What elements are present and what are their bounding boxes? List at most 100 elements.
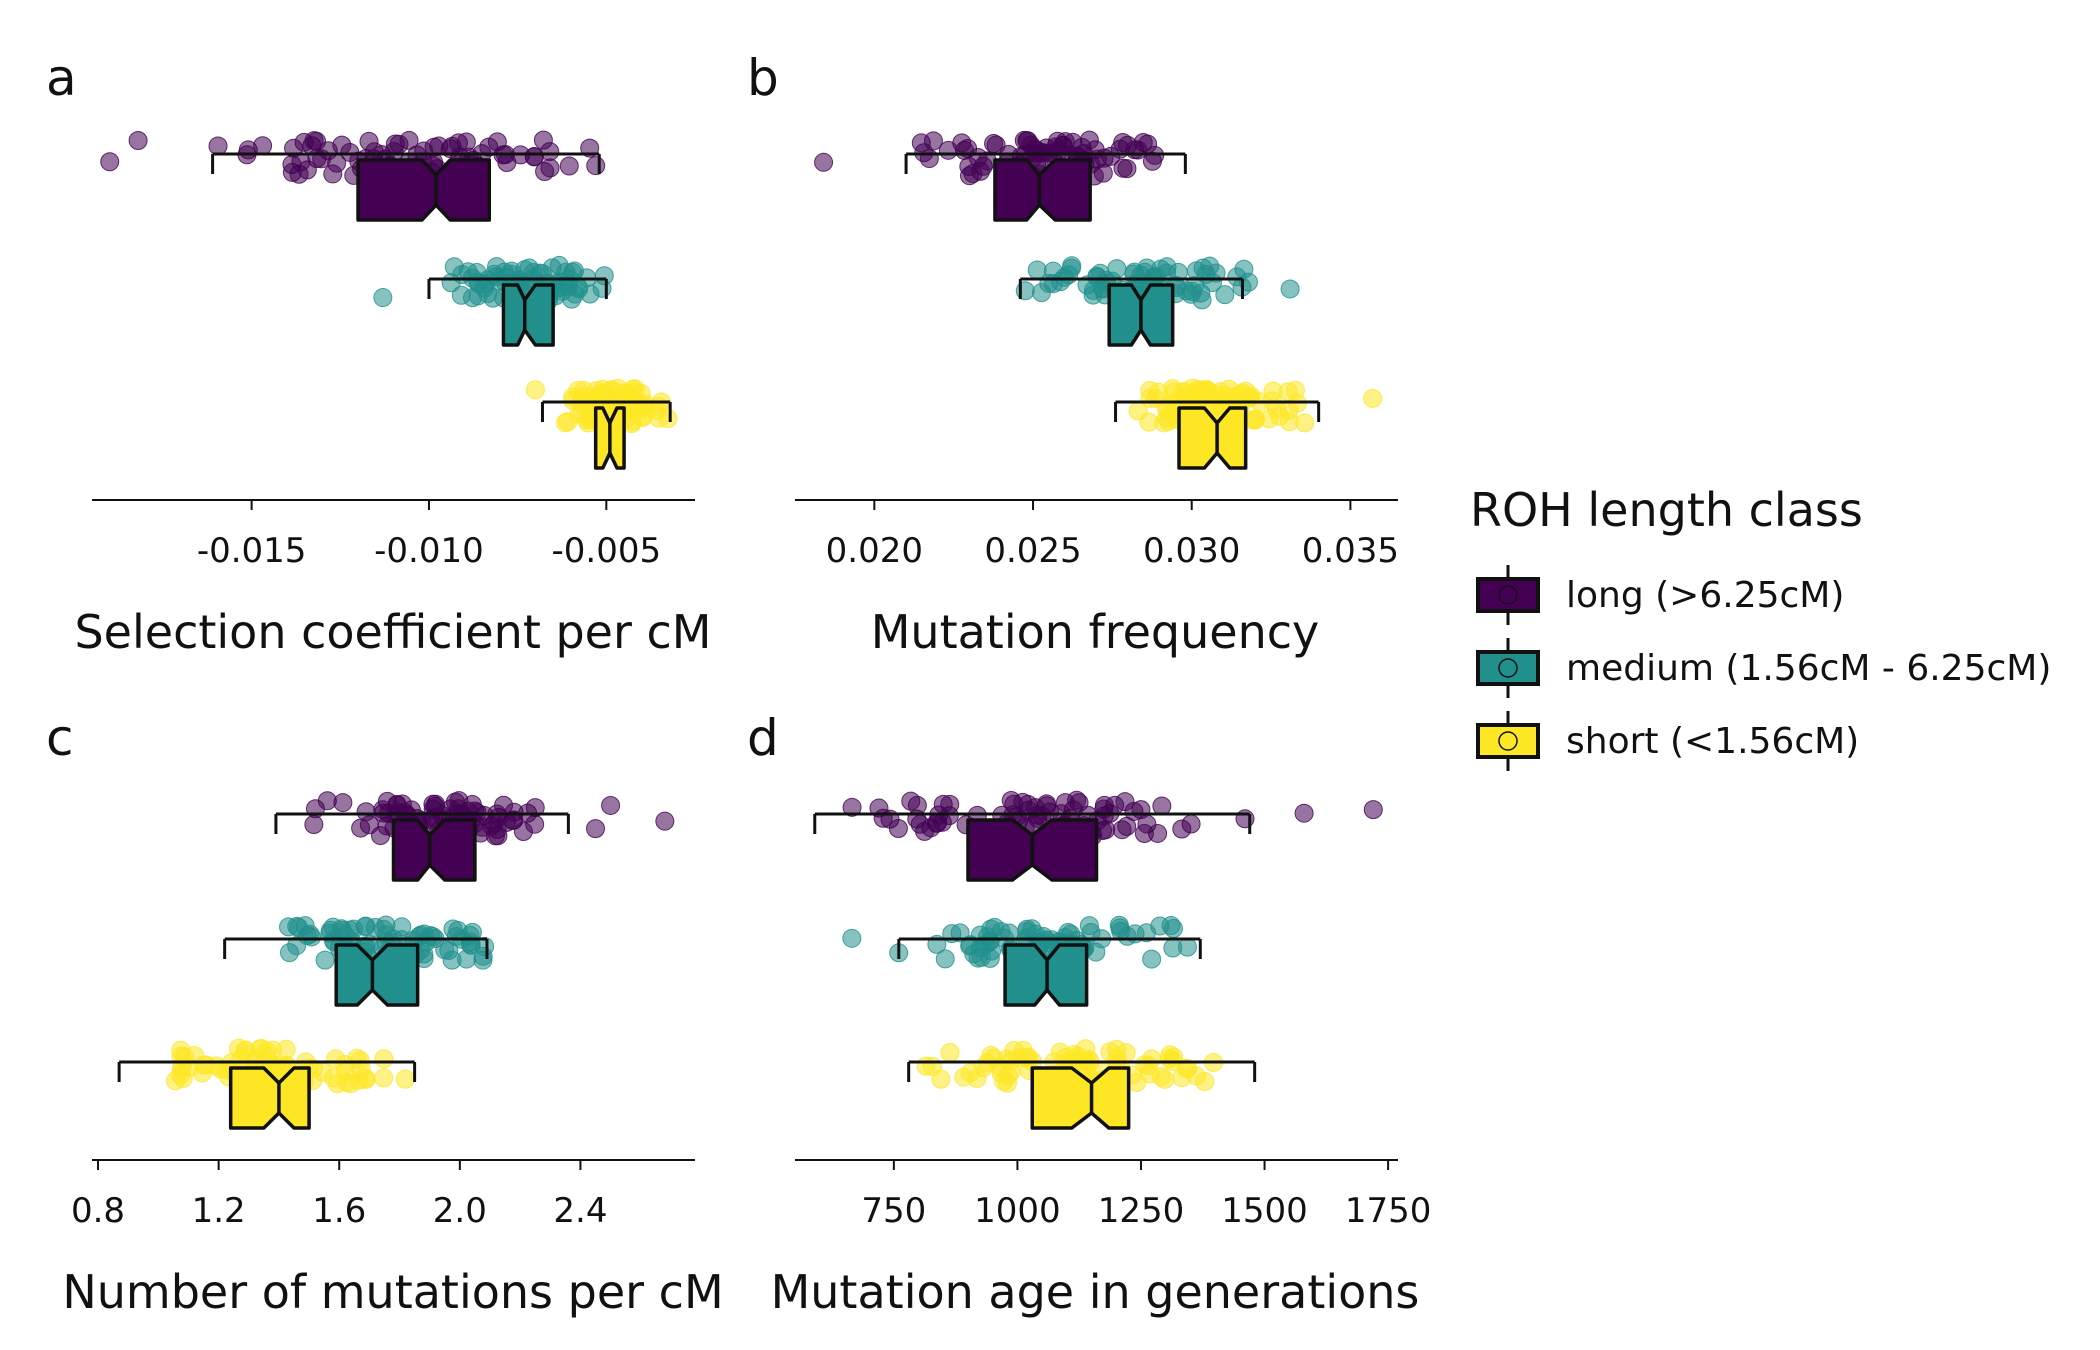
- data-point: [384, 142, 404, 162]
- data-point: [374, 1049, 394, 1069]
- data-point: [287, 916, 307, 936]
- x-tick-label: 0.8: [71, 1191, 125, 1231]
- data-point: [451, 285, 471, 305]
- box-short: [1177, 406, 1248, 470]
- box-short: [1030, 1066, 1131, 1130]
- data-point: [1062, 256, 1082, 276]
- data-point: [1163, 919, 1183, 939]
- data-point: [888, 819, 908, 839]
- data-point-outlier: [655, 811, 675, 831]
- data-point: [1101, 146, 1121, 166]
- data-point: [1195, 381, 1215, 401]
- data-point: [350, 1050, 370, 1070]
- data-point: [1050, 272, 1070, 292]
- data-point: [1116, 1043, 1136, 1063]
- data-point: [1056, 1047, 1076, 1067]
- jitter-points-long: [842, 790, 1383, 846]
- data-point: [540, 158, 560, 178]
- x-tick-label: 2.4: [553, 1191, 607, 1231]
- data-point: [340, 142, 360, 162]
- data-point: [933, 794, 953, 814]
- box-medium: [334, 943, 420, 1007]
- data-point-outlier: [1363, 388, 1383, 408]
- x-tick-label: 1500: [1221, 1191, 1308, 1231]
- data-point-outlier: [100, 152, 120, 172]
- data-point: [326, 1049, 346, 1069]
- x-tick-label: 750: [861, 1191, 926, 1231]
- x-tick-label: 1000: [974, 1191, 1061, 1231]
- data-point: [1137, 814, 1157, 834]
- data-point: [907, 795, 927, 815]
- data-point: [1124, 801, 1144, 821]
- data-point: [580, 284, 600, 304]
- data-point: [327, 1074, 347, 1094]
- data-point: [1083, 285, 1103, 305]
- data-point: [359, 815, 379, 835]
- data-point: [1079, 916, 1099, 936]
- data-point-outlier: [128, 130, 148, 150]
- data-point: [1235, 809, 1255, 829]
- data-point: [931, 1069, 951, 1089]
- x-tick-label: -0.015: [197, 531, 307, 571]
- data-point: [986, 135, 1006, 155]
- data-point: [279, 943, 299, 963]
- data-point: [1067, 790, 1087, 810]
- data-point: [633, 406, 653, 426]
- panel-b-letter: b: [747, 49, 779, 107]
- data-point: [1136, 923, 1156, 943]
- data-point-outlier: [814, 152, 834, 172]
- data-point: [304, 814, 324, 834]
- data-point: [307, 131, 327, 151]
- data-point: [842, 797, 862, 817]
- x-tick-label: 1250: [1098, 1191, 1185, 1231]
- data-point: [994, 1071, 1014, 1091]
- x-tick-label: 2.0: [433, 1191, 487, 1231]
- data-point: [439, 941, 459, 961]
- panel-c: c 0.8 1.2 1.6 2.0 2.4 Number of mutations pe…: [46, 709, 724, 1319]
- data-point: [1151, 1067, 1171, 1087]
- data-point: [478, 284, 498, 304]
- data-point: [1128, 401, 1148, 421]
- data-point: [935, 949, 955, 969]
- legend-item-short: short (<1.56cM): [1476, 711, 1859, 771]
- panel-a-letter: a: [46, 49, 77, 107]
- data-point: [915, 821, 935, 841]
- panel-a: a -0.015 -0.010 -0.005 Selection coefficie…: [46, 49, 712, 659]
- data-point: [967, 1068, 987, 1088]
- data-point-outlier: [586, 819, 606, 839]
- data-point: [1142, 949, 1162, 969]
- data-point: [549, 255, 569, 275]
- panel-d-xlabel: Mutation age in generations: [771, 1265, 1420, 1319]
- data-point: [315, 950, 335, 970]
- data-point: [1096, 820, 1116, 840]
- x-tick-label: 0.035: [1302, 531, 1399, 571]
- data-point: [307, 149, 327, 169]
- panel-b-xlabel: Mutation frequency: [871, 605, 1320, 659]
- data-point-outlier: [525, 380, 545, 400]
- panel-a-plot: -0.015 -0.010 -0.005: [92, 130, 695, 571]
- data-point: [620, 389, 640, 409]
- data-point-outlier: [1294, 803, 1314, 823]
- data-point: [253, 136, 273, 156]
- data-point-outlier: [842, 928, 862, 948]
- data-point: [1113, 158, 1133, 178]
- x-tick-label: 1750: [1345, 1191, 1432, 1231]
- data-point: [1172, 819, 1192, 839]
- data-point: [916, 1056, 936, 1076]
- data-point: [1159, 1049, 1179, 1069]
- data-point: [540, 142, 560, 162]
- x-tick-label: 1.2: [192, 1191, 246, 1231]
- x-tick-label: -0.005: [552, 531, 662, 571]
- data-point: [1109, 915, 1129, 935]
- data-point: [1176, 281, 1196, 301]
- data-point-outlier: [373, 288, 393, 308]
- data-point: [276, 1039, 296, 1059]
- data-point: [963, 164, 983, 184]
- legend-dot-medium: [1498, 658, 1518, 678]
- data-point: [558, 412, 578, 432]
- jitter-points-long: [304, 791, 675, 846]
- data-point: [940, 1042, 960, 1062]
- panel-d-plot: 750 1000 1250 1500 1750: [795, 790, 1432, 1231]
- data-point: [594, 266, 614, 286]
